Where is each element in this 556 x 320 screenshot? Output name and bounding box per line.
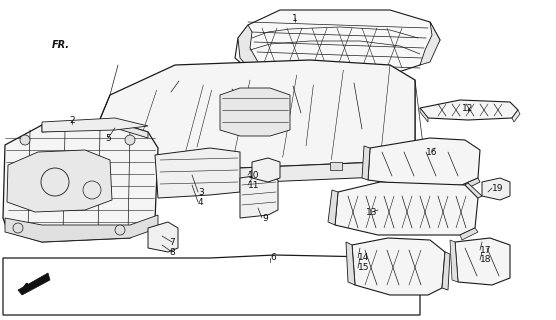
Polygon shape (252, 158, 280, 182)
Polygon shape (330, 162, 342, 170)
Polygon shape (200, 162, 212, 170)
Polygon shape (235, 10, 440, 85)
Polygon shape (88, 60, 415, 168)
Polygon shape (352, 238, 445, 295)
Polygon shape (362, 146, 370, 180)
Text: 17: 17 (480, 245, 492, 254)
Text: 14: 14 (358, 253, 369, 262)
Circle shape (115, 225, 125, 235)
Text: 19: 19 (492, 183, 504, 193)
Polygon shape (460, 228, 478, 240)
Text: 6: 6 (270, 253, 276, 262)
Polygon shape (450, 240, 458, 282)
Polygon shape (88, 148, 112, 178)
Polygon shape (420, 108, 428, 122)
Polygon shape (165, 162, 177, 170)
Text: 16: 16 (426, 148, 438, 156)
Polygon shape (3, 122, 158, 242)
Polygon shape (240, 174, 278, 218)
Polygon shape (462, 178, 480, 190)
Polygon shape (238, 25, 258, 75)
Circle shape (20, 135, 30, 145)
Polygon shape (42, 122, 148, 138)
Polygon shape (148, 222, 178, 252)
Circle shape (125, 135, 135, 145)
Text: 3: 3 (198, 188, 203, 196)
Polygon shape (5, 215, 158, 242)
Polygon shape (155, 148, 240, 198)
Polygon shape (455, 238, 510, 285)
Text: 9: 9 (262, 213, 268, 222)
Text: 4: 4 (198, 197, 203, 206)
Polygon shape (420, 22, 440, 65)
Polygon shape (442, 252, 450, 290)
Circle shape (13, 223, 23, 233)
Polygon shape (335, 182, 478, 235)
Polygon shape (365, 162, 377, 170)
Text: 13: 13 (366, 207, 378, 217)
Polygon shape (465, 183, 482, 198)
Polygon shape (220, 88, 290, 136)
Text: 10: 10 (248, 171, 260, 180)
Text: 15: 15 (358, 263, 370, 273)
Text: 1: 1 (292, 13, 298, 22)
Polygon shape (512, 110, 520, 122)
Text: 7: 7 (169, 237, 175, 246)
Polygon shape (88, 145, 415, 183)
Text: 18: 18 (480, 255, 492, 265)
Text: 8: 8 (169, 247, 175, 257)
Polygon shape (368, 138, 480, 188)
Polygon shape (395, 162, 407, 170)
Text: 12: 12 (462, 103, 474, 113)
Polygon shape (328, 190, 338, 225)
Polygon shape (7, 150, 112, 212)
Text: 11: 11 (248, 180, 260, 189)
Text: 5: 5 (105, 133, 111, 142)
Polygon shape (346, 242, 355, 285)
Polygon shape (18, 273, 50, 295)
Polygon shape (482, 178, 510, 200)
Text: 2: 2 (69, 116, 75, 124)
Polygon shape (130, 162, 142, 170)
Text: FR.: FR. (52, 40, 70, 50)
Polygon shape (42, 118, 148, 132)
Polygon shape (420, 100, 518, 120)
